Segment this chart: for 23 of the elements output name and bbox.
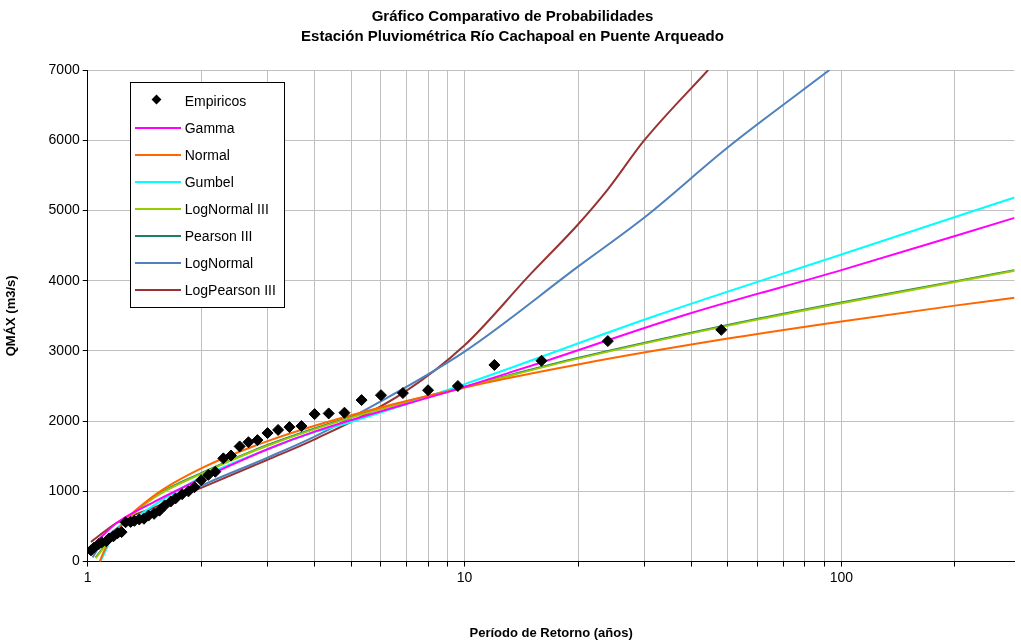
x-axis-title: Período de Retorno (años) — [469, 624, 633, 640]
y-axis-title: QMÁX (m3/s) — [3, 275, 19, 357]
y-tick-label: 3000 — [48, 341, 80, 358]
x-tick-label: 10 — [456, 568, 473, 585]
y-tick-label: 6000 — [48, 131, 80, 148]
x-tick-label: 1 — [83, 568, 92, 585]
chart-title: Gráfico Comparativo de Probabilidades — [371, 7, 654, 25]
y-tick-label: 4000 — [48, 271, 80, 288]
legend-label: LogPearson III — [184, 281, 276, 298]
y-tick-label: 7000 — [48, 60, 80, 77]
legend-label: Gamma — [184, 119, 235, 136]
legend-label: Gumbel — [184, 173, 234, 190]
legend-label: LogNormal III — [184, 200, 269, 217]
legend-label: Pearson III — [184, 227, 253, 244]
legend-label: Empiricos — [184, 92, 247, 109]
y-tick-label: 5000 — [48, 201, 80, 218]
x-tick-label: 100 — [829, 568, 854, 585]
legend-label: Normal — [184, 146, 230, 163]
chart-subtitle: Estación Pluviométrica Río Cachapoal en Puente Arqueado — [301, 27, 724, 45]
y-tick-label: 2000 — [48, 412, 80, 428]
y-tick-label: 1000 — [48, 482, 80, 499]
y-tick-label: 0 — [71, 552, 80, 569]
legend-label: LogNormal — [184, 254, 254, 271]
